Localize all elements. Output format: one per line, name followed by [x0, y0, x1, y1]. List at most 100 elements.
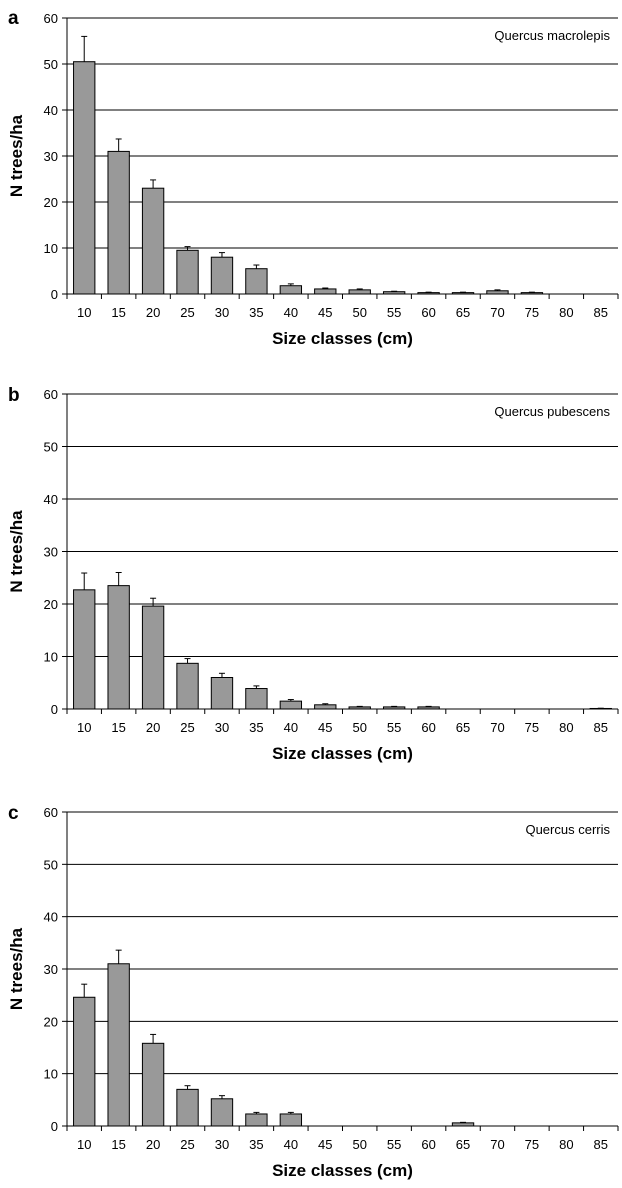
x-tick-label: 10 — [77, 720, 91, 735]
bar — [279, 1113, 303, 1127]
x-tick-label: 20 — [146, 1137, 160, 1152]
x-tick-label: 25 — [180, 720, 194, 735]
x-tick-label: 65 — [456, 720, 470, 735]
bar — [348, 706, 371, 710]
bar — [245, 268, 268, 295]
bar — [279, 285, 303, 295]
x-axis-label: Size classes (cm) — [272, 1161, 413, 1180]
x-tick-label: 20 — [146, 720, 160, 735]
bar — [451, 292, 475, 295]
x-tick-label: 65 — [456, 1137, 470, 1152]
panel-letter: b — [8, 385, 20, 406]
x-tick-label: 80 — [559, 720, 573, 735]
x-tick-label: 40 — [284, 720, 298, 735]
bar — [314, 704, 337, 710]
y-tick-label: 30 — [44, 149, 58, 164]
x-tick-label: 85 — [594, 1137, 608, 1152]
x-tick-label: 60 — [421, 305, 435, 320]
bar — [73, 589, 96, 710]
x-tick-label: 50 — [352, 305, 366, 320]
x-tick-label: 30 — [215, 305, 229, 320]
y-axis-label: N trees/ha — [7, 114, 26, 197]
x-tick-label: 50 — [352, 1137, 366, 1152]
y-tick-label: 0 — [51, 702, 58, 717]
species-label: Quercus pubescens — [494, 404, 610, 419]
bar — [314, 288, 337, 295]
y-tick-label: 20 — [44, 195, 58, 210]
y-tick-label: 40 — [44, 910, 58, 925]
bar — [382, 706, 406, 710]
x-tick-label: 25 — [180, 1137, 194, 1152]
x-tick-label: 15 — [111, 305, 125, 320]
bar — [107, 585, 130, 710]
x-tick-label: 60 — [421, 720, 435, 735]
y-tick-label: 30 — [44, 545, 58, 560]
y-tick-label: 10 — [44, 650, 58, 665]
panel-letter: a — [8, 8, 19, 29]
x-tick-label: 55 — [387, 720, 401, 735]
y-tick-label: 50 — [44, 440, 58, 455]
x-tick-label: 80 — [559, 305, 573, 320]
y-tick-label: 60 — [44, 805, 58, 820]
bar — [141, 1042, 165, 1127]
bar — [520, 292, 544, 295]
x-tick-label: 55 — [387, 305, 401, 320]
y-axis-label: N trees/ha — [7, 927, 26, 1010]
bar — [141, 187, 165, 295]
bar — [107, 150, 130, 295]
bar — [348, 289, 371, 295]
species-label: Quercus cerris — [525, 822, 610, 837]
y-axis-label: N trees/ha — [7, 510, 26, 593]
y-tick-label: 20 — [44, 597, 58, 612]
x-tick-label: 10 — [77, 305, 91, 320]
chart-panel-a: a 0 10 20 30 40 50 60 10 15 20 25 30 35 40 45 50 55 60 65 70… — [7, 8, 619, 348]
y-tick-label: 10 — [44, 1067, 58, 1082]
x-tick-label: 45 — [318, 1137, 332, 1152]
x-tick-label: 35 — [249, 305, 263, 320]
bar — [210, 1098, 234, 1127]
x-tick-label: 85 — [594, 720, 608, 735]
y-tick-label: 60 — [44, 11, 58, 26]
bar — [382, 291, 406, 295]
bar — [210, 677, 234, 710]
x-tick-label: 70 — [490, 1137, 504, 1152]
y-tick-label: 50 — [44, 57, 58, 72]
bar — [141, 605, 165, 710]
x-tick-label: 75 — [525, 1137, 539, 1152]
bar — [417, 292, 440, 295]
x-tick-label: 30 — [215, 720, 229, 735]
bar — [451, 1122, 475, 1127]
bar — [417, 706, 440, 710]
x-tick-label: 35 — [249, 720, 263, 735]
x-tick-label: 40 — [284, 305, 298, 320]
y-tick-label: 40 — [44, 103, 58, 118]
x-tick-label: 70 — [490, 305, 504, 320]
bar — [176, 249, 199, 295]
bar — [176, 662, 199, 710]
x-tick-label: 20 — [146, 305, 160, 320]
x-tick-label: 65 — [456, 305, 470, 320]
y-tick-label: 60 — [44, 387, 58, 402]
x-tick-label: 50 — [352, 720, 366, 735]
x-tick-label: 85 — [594, 305, 608, 320]
x-tick-label: 75 — [525, 720, 539, 735]
y-tick-label: 30 — [44, 962, 58, 977]
x-tick-label: 15 — [111, 720, 125, 735]
bar — [245, 688, 268, 710]
x-tick-label: 15 — [111, 1137, 125, 1152]
y-tick-label: 0 — [51, 287, 58, 302]
y-tick-label: 10 — [44, 241, 58, 256]
x-tick-label: 55 — [387, 1137, 401, 1152]
y-tick-label: 20 — [44, 1014, 58, 1029]
x-tick-label: 40 — [284, 1137, 298, 1152]
chart-panel-c: c 0 10 20 30 40 50 60 10 15 20 25 30 35 40 45 50 55 60 65 70… — [7, 803, 619, 1180]
bar — [486, 290, 509, 295]
x-tick-label: 25 — [180, 305, 194, 320]
chart-panel-b: b 0 10 20 30 40 50 60 10 15 20 25 30 35 40 45 50 55 60 65 70… — [7, 385, 619, 763]
bar — [73, 996, 96, 1127]
x-tick-label: 60 — [421, 1137, 435, 1152]
x-tick-label: 75 — [525, 305, 539, 320]
bar — [279, 700, 303, 710]
bar — [210, 256, 234, 295]
